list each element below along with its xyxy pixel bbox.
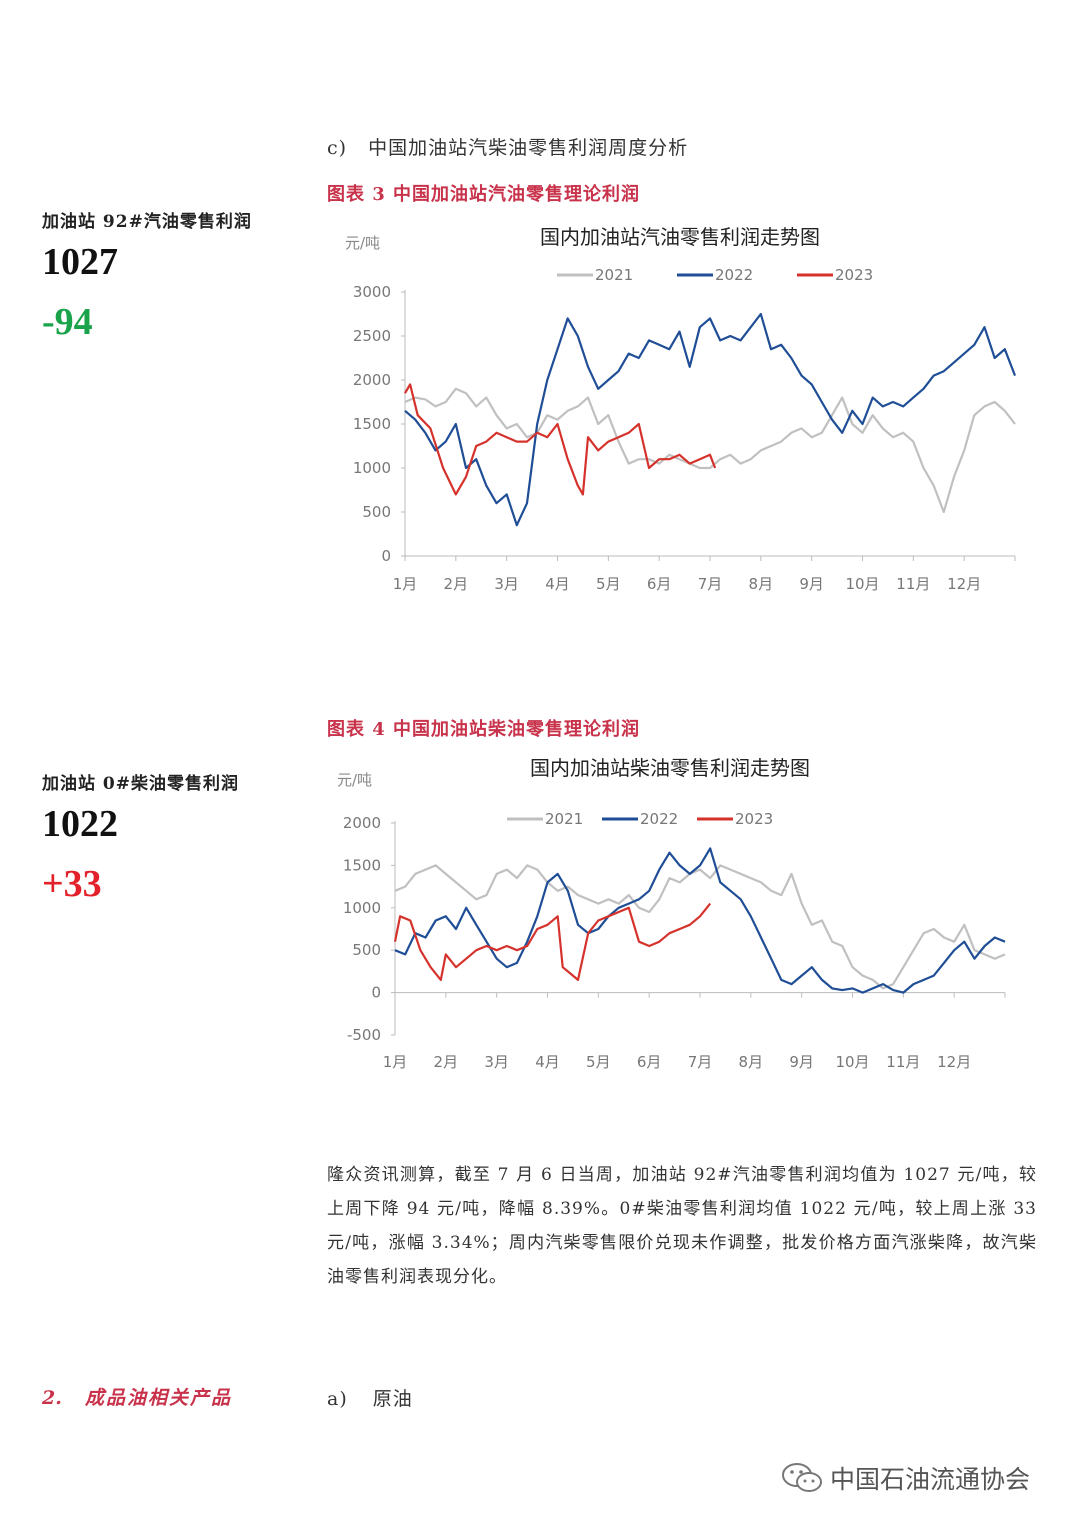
y-tick-label: 2000 [353, 371, 391, 389]
section-2-number: 2. [42, 1387, 62, 1409]
diesel-metric-change: +33 [42, 863, 102, 905]
y-tick-label: 1500 [353, 415, 391, 433]
legend-label-2023: 2023 [835, 266, 873, 284]
x-tick-label: 11月 [886, 1053, 920, 1071]
watermark-text: 中国石油流通协会 [830, 1465, 1031, 1494]
legend-label-2021: 2021 [545, 810, 583, 828]
y-tick-label: 500 [352, 941, 381, 959]
y-axis-unit: 元/吨 [337, 771, 372, 789]
x-tick-label: 7月 [698, 575, 723, 593]
x-tick-label: 10月 [835, 1053, 869, 1071]
x-tick-label: 1月 [383, 1053, 408, 1071]
x-tick-label: 5月 [586, 1053, 611, 1071]
figure-3-caption: 图表 3 中国加油站汽油零售理论利润 [327, 184, 641, 205]
series-line-2022 [394, 847, 1006, 994]
legend-label-2022: 2022 [715, 266, 753, 284]
x-tick-label: 11月 [896, 575, 930, 593]
series-line-2023 [404, 383, 717, 496]
y-tick-label: 1500 [343, 856, 381, 874]
series-line-2022 [404, 312, 1017, 527]
section-c-label: c) [327, 137, 348, 159]
y-tick-label: 0 [381, 547, 391, 565]
x-tick-label: 7月 [688, 1053, 713, 1071]
section-2a-label: a) [327, 1388, 348, 1410]
section-2-heading: 2. 成品油相关产品 [42, 1383, 232, 1410]
x-tick-label: 6月 [647, 575, 672, 593]
series-line-2021 [404, 387, 1016, 514]
y-tick-label: 1000 [353, 459, 391, 477]
gasoline-metric-value: 1027 [42, 241, 118, 283]
section-2a-title: 原油 [372, 1388, 413, 1410]
x-tick-label: 3月 [484, 1053, 509, 1071]
legend-label-2023: 2023 [735, 810, 773, 828]
diesel-metric-label: 加油站 0#柴油零售利润 [42, 774, 239, 794]
gasoline-metric-change: -94 [42, 301, 93, 343]
section-c-heading: c) 中国加油站汽柴油零售利润周度分析 [327, 133, 688, 160]
x-tick-label: 12月 [947, 575, 981, 593]
x-tick-label: 5月 [596, 575, 621, 593]
chart-title: 国内加油站汽油零售利润走势图 [540, 225, 820, 249]
y-tick-label: 500 [362, 503, 391, 521]
x-tick-label: 9月 [789, 1053, 814, 1071]
section-c-title: 中国加油站汽柴油零售利润周度分析 [368, 137, 689, 159]
y-tick-label: 0 [371, 984, 381, 1002]
figure-4-caption: 图表 4 中国加油站柴油零售理论利润 [327, 719, 641, 740]
x-tick-label: 4月 [545, 575, 570, 593]
y-tick-label: 1000 [343, 899, 381, 917]
chart-title: 国内加油站柴油零售利润走势图 [530, 756, 810, 780]
section-2-title: 成品油相关产品 [84, 1387, 232, 1409]
wechat-icon [782, 1463, 822, 1492]
x-tick-label: 12月 [937, 1053, 971, 1071]
series-line-2021 [394, 864, 1006, 990]
y-tick-label: 2000 [343, 814, 381, 832]
gasoline-profit-chart: 国内加油站汽油零售利润走势图 元/吨 2021 2022 2023 0 500 1000 150… [345, 225, 1017, 593]
x-tick-label: 2月 [444, 575, 469, 593]
y-tick-label: 3000 [353, 283, 391, 301]
x-tick-label: 9月 [799, 575, 824, 593]
x-tick-label: 2月 [434, 1053, 459, 1071]
y-tick-label: -500 [347, 1026, 381, 1044]
x-tick-label: 10月 [845, 575, 879, 593]
x-tick-label: 3月 [494, 575, 519, 593]
legend-label-2022: 2022 [640, 810, 678, 828]
x-tick-label: 1月 [393, 575, 418, 593]
gasoline-metric-label: 加油站 92#汽油零售利润 [42, 212, 252, 232]
x-tick-label: 8月 [749, 575, 774, 593]
x-tick-label: 8月 [739, 1053, 764, 1071]
diesel-metric-value: 1022 [42, 803, 118, 845]
series-line-2023 [393, 902, 712, 981]
y-tick-label: 2500 [353, 327, 391, 345]
wechat-watermark: 中国石油流通协会 [780, 1460, 1030, 1496]
y-axis-unit: 元/吨 [345, 234, 380, 252]
x-tick-label: 6月 [637, 1053, 662, 1071]
section-2a-heading: a) 原油 [327, 1384, 413, 1411]
legend-label-2021: 2021 [595, 266, 633, 284]
x-tick-label: 4月 [535, 1053, 560, 1071]
analysis-paragraph: 隆众资讯测算，截至 7 月 6 日当周，加油站 92#汽油零售利润均值为 102… [327, 1165, 1037, 1287]
